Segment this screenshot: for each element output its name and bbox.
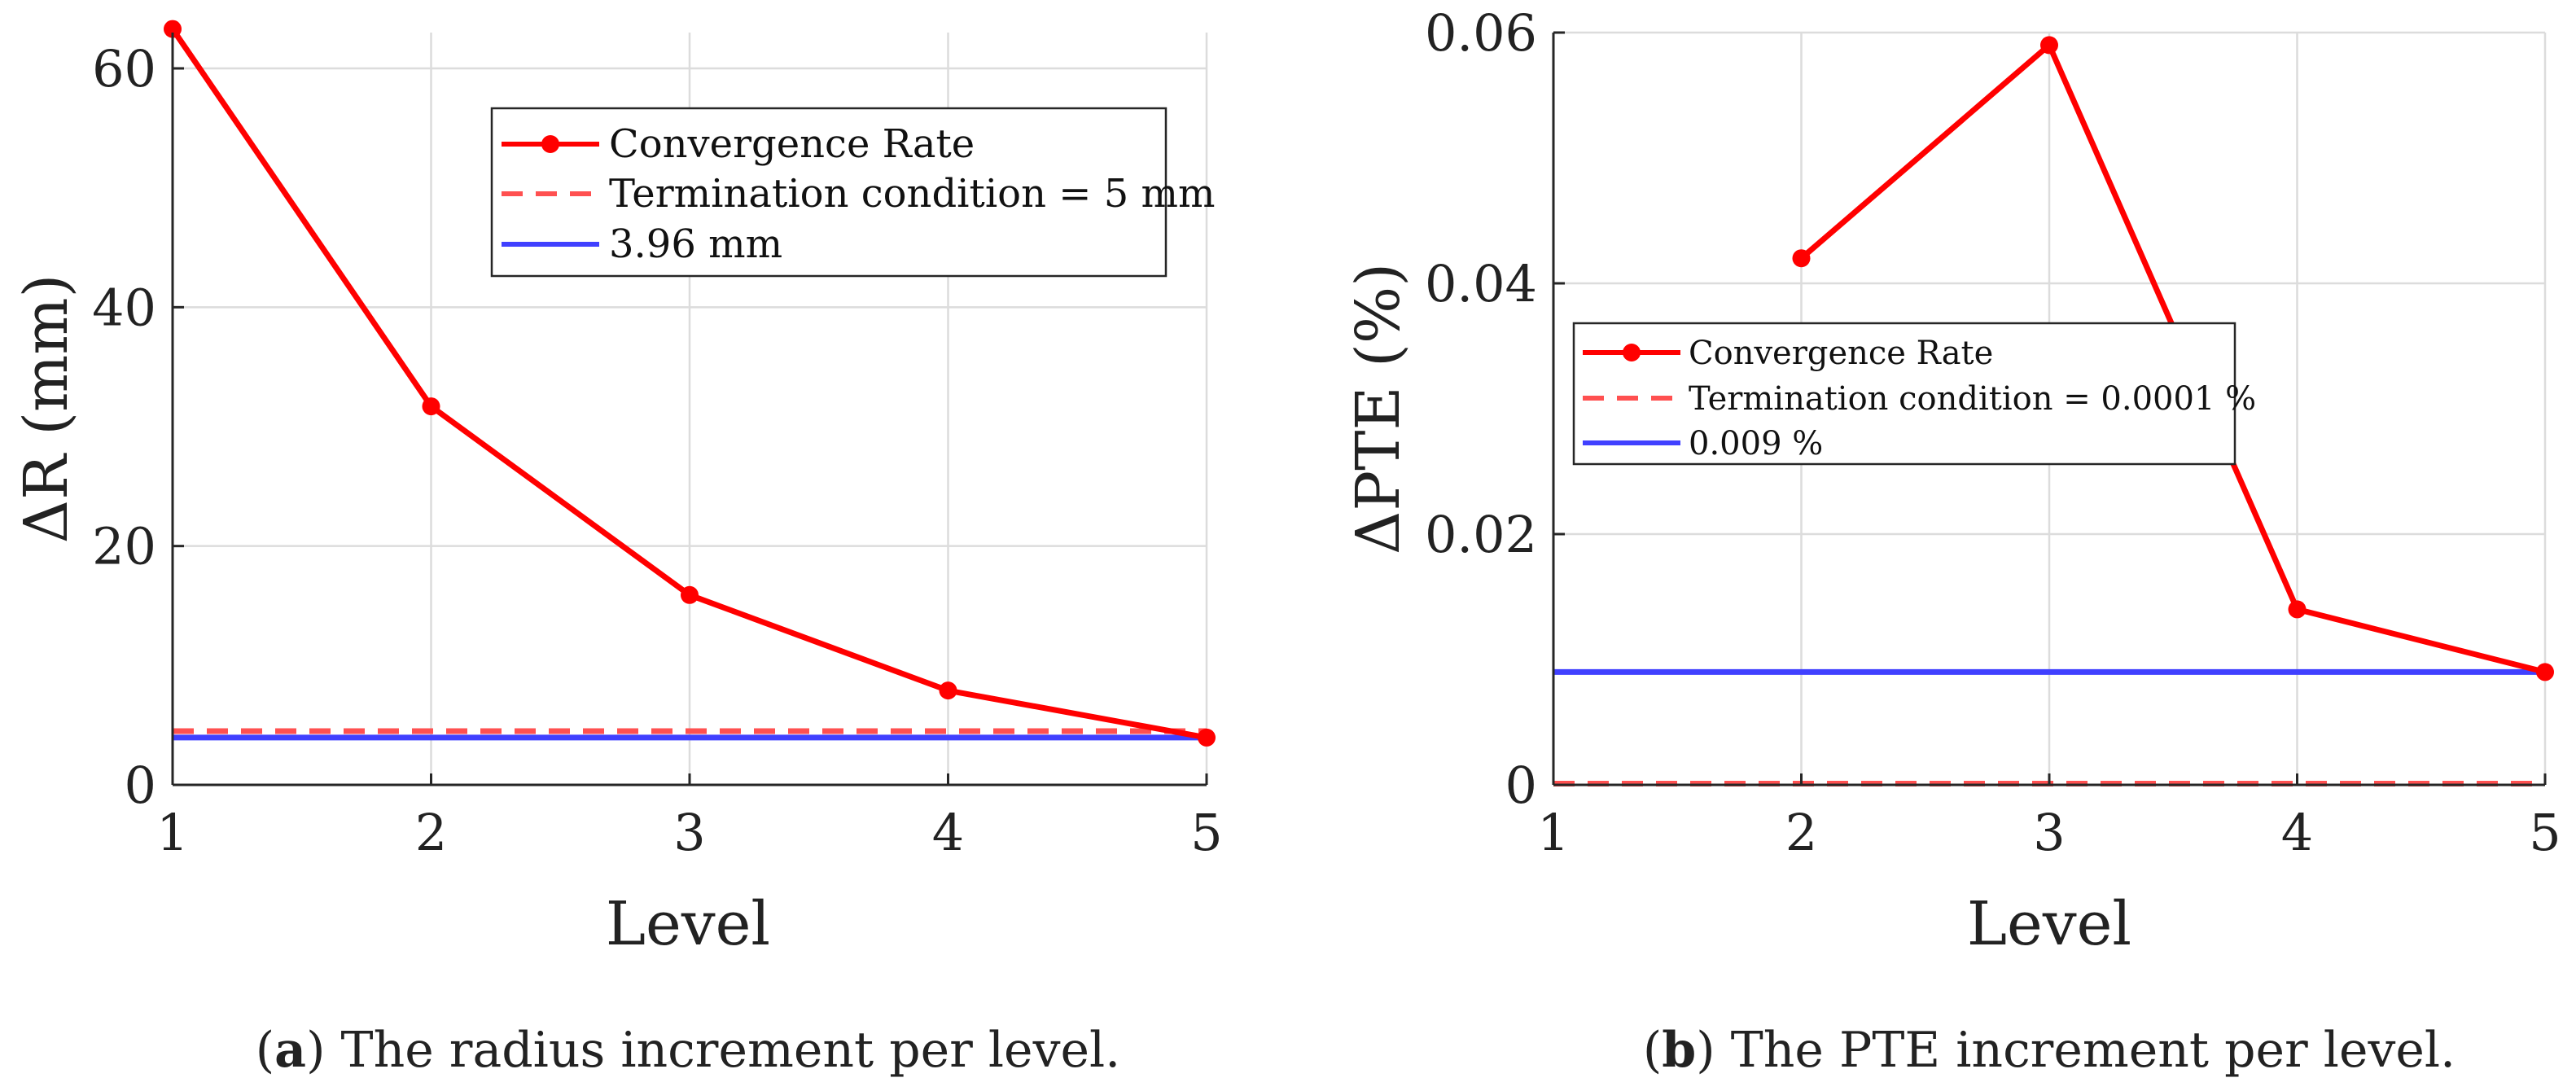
x-tick-label: 1 <box>156 803 188 862</box>
x-axis-label-a: Level <box>606 889 770 959</box>
caption-b-text: The PTE increment per level. <box>1731 1022 2456 1079</box>
data-point-convergence-rate <box>1198 728 1216 747</box>
data-point-convergence-rate <box>681 585 699 604</box>
caption-a: (a) The radius increment per level. <box>256 1022 1120 1079</box>
x-tick-label: 3 <box>673 803 705 862</box>
x-tick-label: 4 <box>932 803 964 862</box>
panel-a-radius-increment: 1 2 3 4 5 0 20 40 60 Level ΔR (mm) Convergence R… <box>11 20 1223 1079</box>
panel-b-pte-increment: 1 2 3 4 5 0 0.02 0.04 0.06 Level ΔPTE (%) Conver… <box>1343 3 2561 1079</box>
y-tick-label: 0.04 <box>1425 254 1537 313</box>
x-tick-label: 4 <box>2281 803 2313 862</box>
caption-b-label: b <box>1662 1022 1696 1079</box>
ticks-b: 1 2 3 4 5 0 0.02 0.04 0.06 <box>1425 3 2561 862</box>
data-point-convergence-rate <box>2040 36 2058 55</box>
y-axis-label-a: ΔR (mm) <box>11 274 81 544</box>
legend-marker-b-convergence <box>1623 344 1641 361</box>
caption-a-text: The radius increment per level. <box>341 1022 1121 1079</box>
data-point-convergence-rate <box>2288 600 2307 619</box>
x-tick-label: 3 <box>2033 803 2065 862</box>
y-tick-label: 0 <box>125 756 156 815</box>
y-tick-label: 60 <box>92 39 156 99</box>
legend-b: Convergence Rate Termination condition =… <box>1572 322 2256 466</box>
caption-b: (b) The PTE increment per level. <box>1643 1022 2456 1079</box>
x-tick-label: 1 <box>1537 803 1569 862</box>
y-tick-label: 40 <box>92 278 156 337</box>
legend-label-b-convergence: Convergence Rate <box>1689 335 1993 372</box>
y-axis-label-b: ΔPTE (%) <box>1343 263 1413 554</box>
data-point-convergence-rate <box>164 20 182 38</box>
legend-label-a-final: 3.96 mm <box>609 221 782 267</box>
legend-label-a-convergence: Convergence Rate <box>609 121 975 167</box>
legend-box-b <box>1572 322 2236 466</box>
x-tick-label: 2 <box>1785 803 1817 862</box>
ticks-a: 1 2 3 4 5 0 20 40 60 <box>92 39 1223 862</box>
legend-label-a-termination: Termination condition = 5 mm <box>609 171 1216 217</box>
legend-marker-a-convergence <box>541 135 559 153</box>
data-point-convergence-rate <box>422 397 440 416</box>
x-axis-label-b: Level <box>1967 889 2131 959</box>
y-tick-label: 0.06 <box>1425 3 1537 63</box>
data-point-convergence-rate <box>939 681 957 700</box>
series-group-a <box>164 20 1216 747</box>
y-tick-label: 20 <box>92 517 156 576</box>
caption-a-label: a <box>274 1022 306 1079</box>
legend-label-b-final: 0.009 % <box>1689 425 1823 462</box>
x-tick-label: 5 <box>1190 803 1222 862</box>
data-point-convergence-rate <box>1792 249 1811 268</box>
y-tick-label: 0 <box>1505 756 1537 815</box>
x-tick-label: 5 <box>2529 803 2561 862</box>
legend-label-b-termination: Termination condition = 0.0001 % <box>1689 380 2256 418</box>
legend-a: Convergence Rate Termination condition =… <box>490 107 1216 278</box>
legend-box-a <box>490 107 1168 278</box>
data-point-convergence-rate <box>2536 663 2554 681</box>
y-tick-label: 0.02 <box>1425 505 1537 564</box>
x-tick-label: 2 <box>415 803 447 862</box>
